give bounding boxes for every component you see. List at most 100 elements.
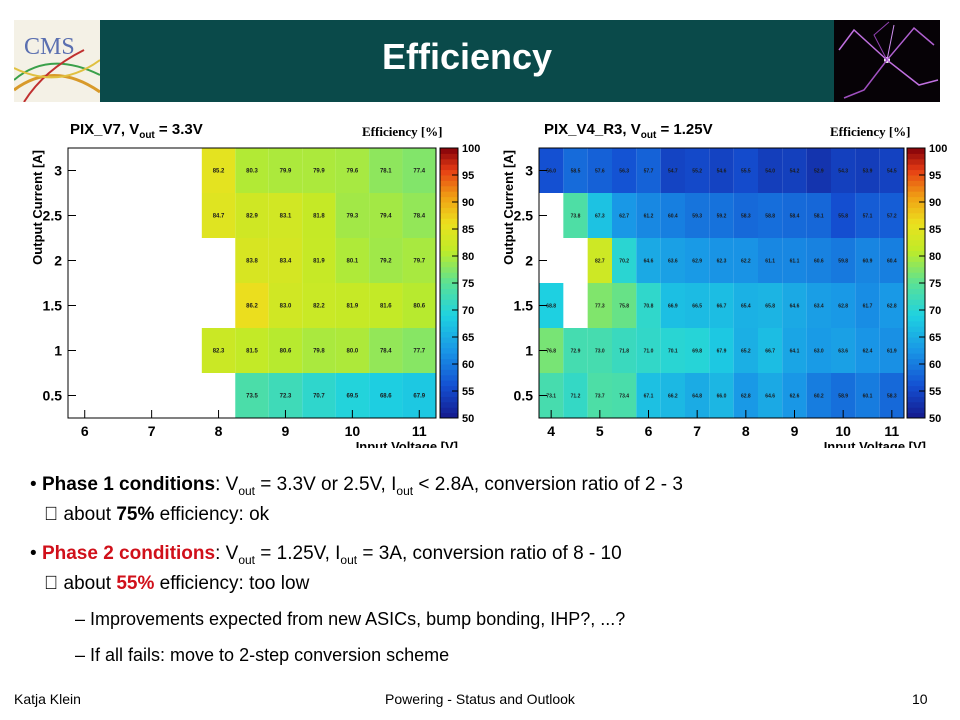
colorbar-segment [440,358,458,365]
bullet-phase-2-line-1: • Phase 2 conditions: Vout = 1.25V, Iout… [30,543,622,567]
heatmap-cell-value: 67.3 [595,214,605,220]
heatmap-cell [369,328,403,373]
heatmap-cell-value: 67.1 [644,394,654,400]
heatmap-cell-value: 82.7 [595,259,605,265]
heatmap-cell-value: 75.8 [619,304,629,310]
y-tick-label: 2.5 [514,208,534,224]
colorbar-segment [440,337,458,343]
heatmap-cell-value: 54.5 [887,169,897,175]
colorbar-segment [907,164,925,171]
heatmap-cell [660,373,685,418]
heatmap-cell [855,148,880,193]
heatmap-cell [806,238,831,283]
heatmap-cell [636,283,661,328]
heatmap-cell [235,283,269,328]
heatmap-cell-value: 79.6 [347,169,359,175]
heatmap-cell-value: 64.6 [790,304,800,310]
heatmap-cell [369,373,403,418]
bullet-phase-1-line-2:  about 75% efficiency: ok [44,503,269,525]
cms-logo-text: CMS [24,34,75,60]
heatmap-cell-value: 73.7 [595,394,605,400]
heatmap-cell-value: 63.6 [668,259,678,265]
colorbar-segment [907,158,925,165]
heatmap-cell [660,238,685,283]
heatmap-cell [879,283,904,328]
colorbar-tick-label: 70 [929,305,941,317]
heatmap-cell-value: 80.6 [413,304,425,310]
heatmap-cell-value: 63.4 [814,304,824,310]
heatmap-cell-value: 57.6 [595,169,605,175]
heatmap-cell [268,283,303,328]
heatmap-cell-value: 70.8 [644,304,654,310]
colorbar-segment [440,364,458,370]
heatmap-cell-value: 67.9 [413,394,425,400]
heatmap-cell [879,148,904,193]
colorbar-segment [440,169,458,176]
heatmap-cell-value: 60.1 [863,394,873,400]
x-tick-label: 7 [148,423,156,439]
heatmap-cell [587,283,612,328]
heatmap-cell [369,193,403,238]
colorbar-segment [907,218,925,225]
heatmap-cell [709,328,734,373]
colorbar-segment [907,266,925,273]
heatmap-cell-value: 57.2 [887,214,897,220]
heatmap-cell-value: 61.9 [887,349,897,355]
colorbar-tick-label: 75 [929,278,941,290]
colorbar-tick-label: 50 [462,413,474,425]
colorbar-segment [907,326,925,333]
heatmap-cell [612,328,637,373]
colorbar-tick-label: 95 [462,170,474,182]
colorbar-tick-label: 50 [929,413,941,425]
x-tick-label: 8 [742,423,750,439]
heatmap-cell-value: 66.9 [668,304,678,310]
chart-1-ylabel: Output Current [A] [30,150,45,265]
colorbar-tick-label: 80 [929,251,941,263]
chart-2-label: PIX_V4_R3, Vout = 1.25V [544,121,713,141]
heatmap-cell [563,148,588,193]
colorbar-segment [440,212,458,219]
heatmap-cell-value: 55.8 [838,214,848,220]
heatmap-cell-value: 68.8 [546,304,556,310]
colorbar-segment [907,261,925,268]
heatmap-cell-value: 81.9 [313,259,325,265]
colorbar-segment [440,153,458,160]
colorbar-segment [440,315,458,322]
colorbar-segment [440,288,458,295]
heatmap-cell [879,328,904,373]
heatmap-cell-value: 66.5 [692,304,702,310]
heatmap-cell-value: 54.2 [790,169,800,175]
colorbar-segment [907,293,925,300]
heatmap-cell-value: 54.3 [838,169,848,175]
chart-1-ticks: 6 7 8 9 10 11 0.5 1 1.5 2 2.5 3 [43,163,427,440]
colorbar-segment [907,320,925,327]
heatmap-cell-value: 82.3 [213,349,225,355]
colorbar-segment [440,158,458,165]
colorbar-segment [907,229,925,235]
heatmap-cell [201,328,236,373]
heatmap-cell [369,148,403,193]
heatmap-cell [636,148,661,193]
heatmap-cell-value: 71.8 [619,349,629,355]
heatmap-cell-value: 78.4 [380,349,392,355]
footer-page-number: 10 [912,691,928,707]
heatmap-cell [709,238,734,283]
title-bar [14,20,940,102]
heatmap-cell-value: 66.7 [765,349,775,355]
heatmap-cell-value: 81.9 [347,304,359,310]
colorbar-tick-label: 100 [462,143,480,155]
colorbar-segment [907,347,925,354]
heatmap-cell-value: 62.3 [717,259,727,265]
cms-logo: CMS [14,20,100,102]
colorbar-segment [440,261,458,268]
heatmap-cell-value: 62.2 [741,259,751,265]
heatmap-cell-value: 71.0 [644,349,654,355]
heatmap-cell [855,193,880,238]
heatmap-cell [758,193,783,238]
heatmap-cell-value: 64.8 [692,394,702,400]
x-tick-label: 6 [645,423,653,439]
heatmap-cell [612,283,637,328]
colorbar-segment [907,358,925,365]
colorbar-segment [907,169,925,176]
colorbar-segment [907,369,925,376]
